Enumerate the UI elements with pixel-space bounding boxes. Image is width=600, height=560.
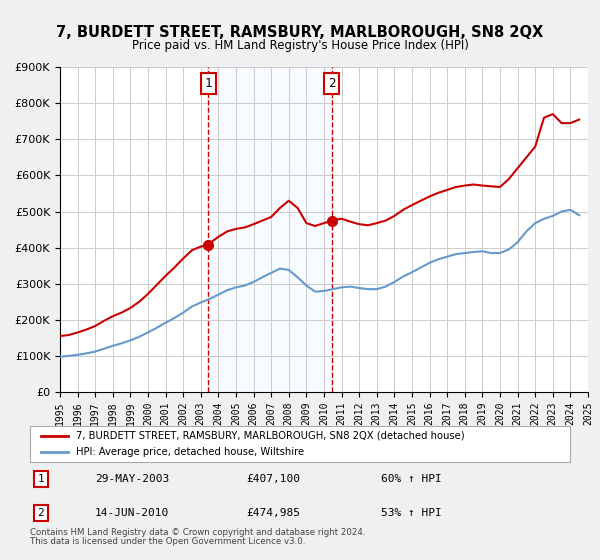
Text: 60% ↑ HPI: 60% ↑ HPI xyxy=(381,474,442,484)
Text: 14-JUN-2010: 14-JUN-2010 xyxy=(95,508,169,518)
Text: £407,100: £407,100 xyxy=(246,474,300,484)
Text: 53% ↑ HPI: 53% ↑ HPI xyxy=(381,508,442,518)
Text: 1: 1 xyxy=(204,77,212,90)
Text: £474,985: £474,985 xyxy=(246,508,300,518)
Text: Contains HM Land Registry data © Crown copyright and database right 2024.: Contains HM Land Registry data © Crown c… xyxy=(30,528,365,537)
Text: 1: 1 xyxy=(37,474,44,484)
Text: HPI: Average price, detached house, Wiltshire: HPI: Average price, detached house, Wilt… xyxy=(76,447,304,457)
Text: 2: 2 xyxy=(328,77,335,90)
Text: 7, BURDETT STREET, RAMSBURY, MARLBOROUGH, SN8 2QX (detached house): 7, BURDETT STREET, RAMSBURY, MARLBOROUGH… xyxy=(76,431,464,441)
Text: 7, BURDETT STREET, RAMSBURY, MARLBOROUGH, SN8 2QX: 7, BURDETT STREET, RAMSBURY, MARLBOROUGH… xyxy=(56,25,544,40)
Text: 29-MAY-2003: 29-MAY-2003 xyxy=(95,474,169,484)
Text: 2: 2 xyxy=(37,508,44,518)
Text: Price paid vs. HM Land Registry's House Price Index (HPI): Price paid vs. HM Land Registry's House … xyxy=(131,39,469,52)
Text: This data is licensed under the Open Government Licence v3.0.: This data is licensed under the Open Gov… xyxy=(30,538,305,547)
Bar xyxy=(208,67,332,392)
